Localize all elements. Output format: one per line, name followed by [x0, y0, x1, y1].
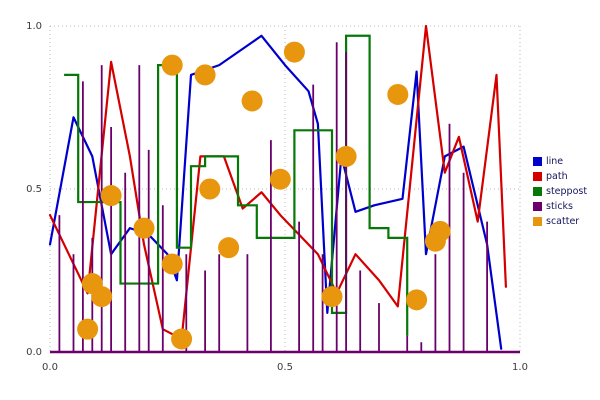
- x-tick-label: 1.0: [512, 362, 528, 373]
- legend-swatch-path: [533, 172, 542, 181]
- scatter-point: [424, 230, 446, 252]
- legend-item-line: line: [533, 156, 587, 167]
- series-scatter: [77, 41, 451, 350]
- legend-label-scatter: scatter: [546, 215, 580, 227]
- series-steppost: [64, 34, 409, 336]
- scatter-point: [387, 83, 409, 105]
- x-tick-label: 0.0: [42, 362, 58, 373]
- chart-legend: line path steppost sticks scatter: [533, 156, 587, 227]
- legend-item-scatter: scatter: [533, 216, 587, 227]
- scatter-point: [161, 54, 183, 76]
- scatter-point: [241, 90, 263, 112]
- scatter-point: [218, 237, 240, 259]
- scatter-point: [335, 145, 357, 167]
- legend-item-path: path: [533, 171, 587, 182]
- legend-swatch-steppost: [533, 187, 542, 196]
- legend-label-sticks: sticks: [546, 200, 573, 212]
- scatter-point: [77, 318, 99, 340]
- path-polyline: [48, 24, 507, 341]
- scatter-point: [321, 286, 343, 308]
- series-sticks: [50, 42, 520, 354]
- legend-item-steppost: steppost: [533, 186, 587, 197]
- scatter-point: [406, 289, 428, 311]
- y-tick-label: 0.0: [26, 347, 42, 358]
- steppost-path: [64, 34, 409, 336]
- legend-label-line: line: [546, 155, 564, 167]
- scatter-point: [100, 185, 122, 207]
- scatter-point: [171, 328, 193, 350]
- x-tick-label: 0.5: [277, 362, 293, 373]
- y-tick-label: 1.0: [26, 21, 42, 32]
- legend-swatch-line: [533, 157, 542, 166]
- scatter-point: [161, 253, 183, 275]
- scatter-point: [91, 286, 113, 308]
- legend-swatch-scatter: [533, 217, 542, 226]
- legend-item-sticks: sticks: [533, 201, 587, 212]
- scatter-point: [199, 178, 221, 200]
- tick-labels: 0.0 0.5 1.0 0.0 0.5 1.0: [26, 21, 528, 373]
- legend-swatch-sticks: [533, 202, 542, 211]
- y-tick-label: 0.5: [26, 184, 42, 195]
- scatter-point: [283, 41, 305, 63]
- scatter-point: [194, 64, 216, 86]
- legend-label-steppost: steppost: [546, 185, 588, 197]
- scatter-point: [269, 168, 291, 190]
- series-path: [48, 24, 507, 341]
- scatter-point: [133, 217, 155, 239]
- legend-label-path: path: [546, 170, 568, 182]
